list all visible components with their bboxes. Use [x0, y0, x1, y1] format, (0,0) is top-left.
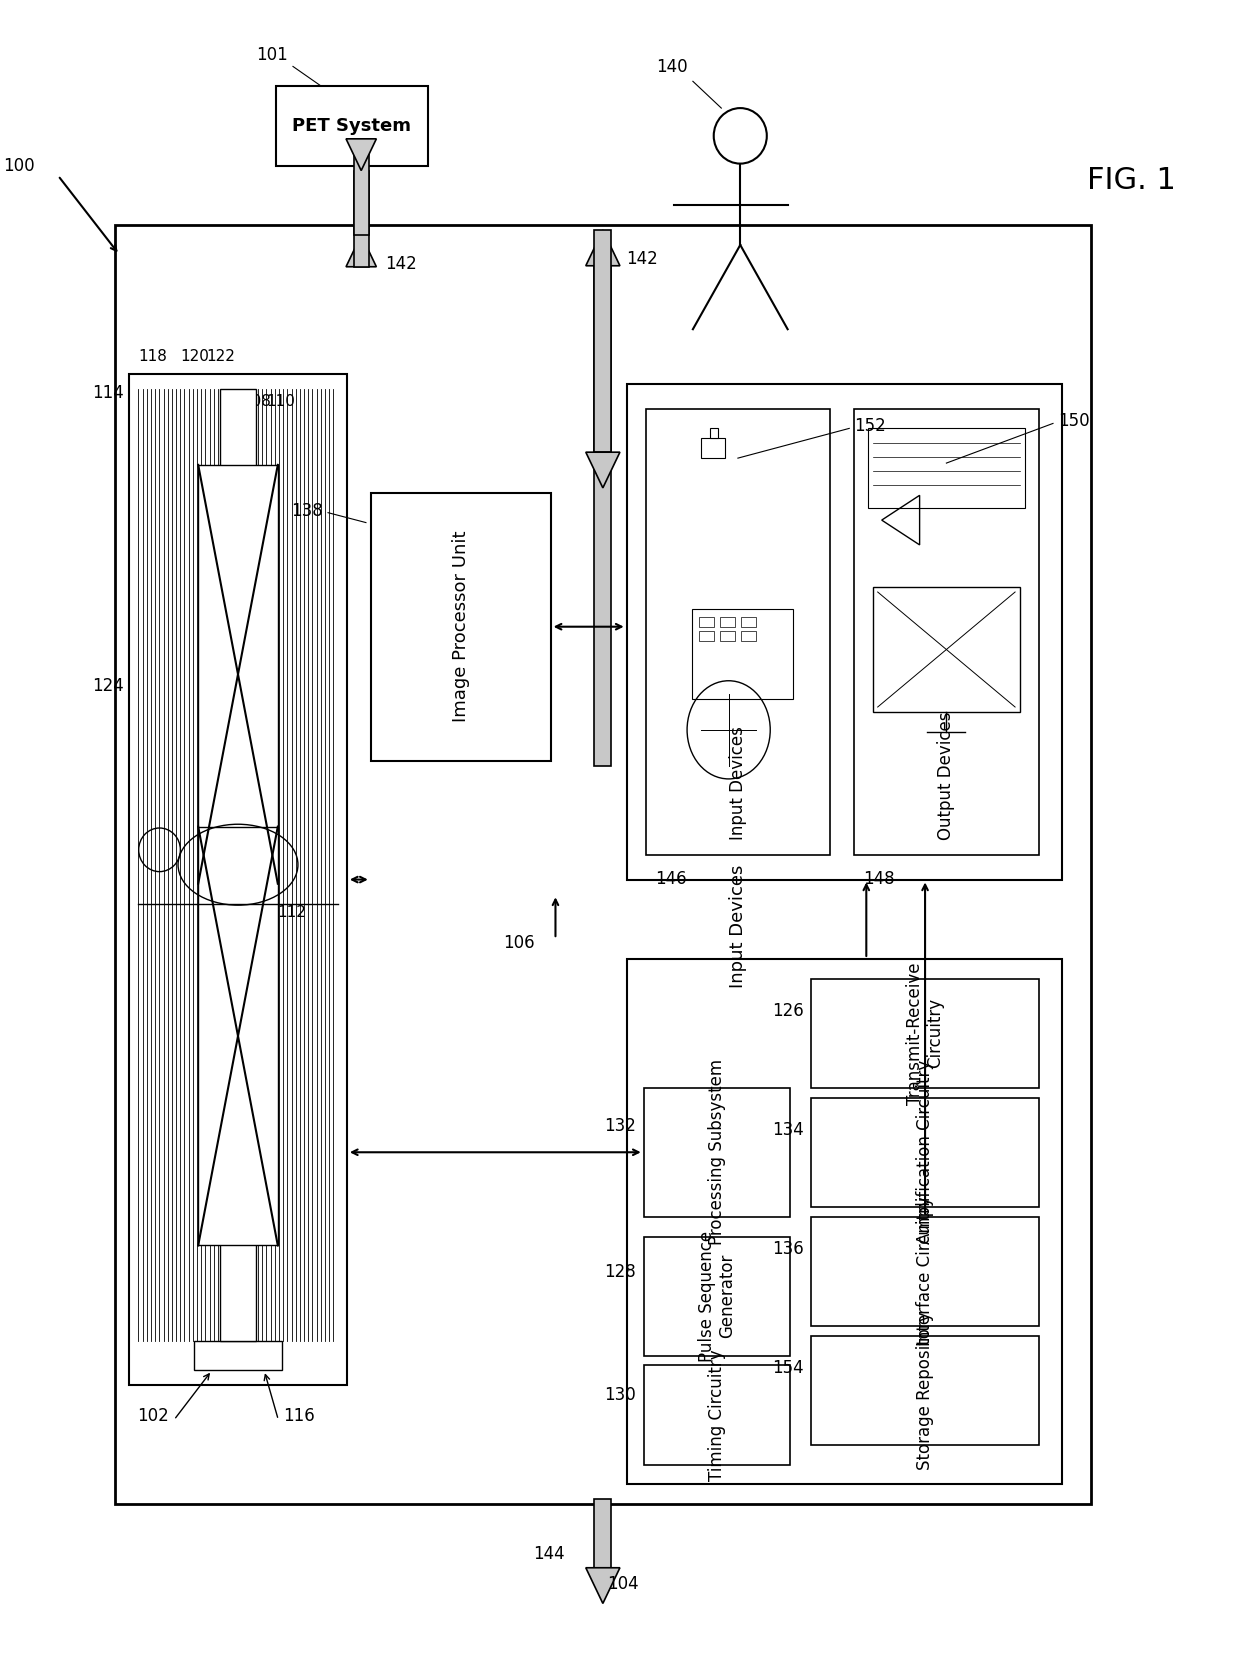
Text: 100: 100: [2, 157, 35, 174]
Text: 106: 106: [503, 935, 534, 953]
Bar: [644, 1087, 790, 1216]
Bar: [644, 1236, 790, 1355]
Bar: [699, 618, 714, 628]
Polygon shape: [585, 230, 620, 265]
Bar: [742, 631, 756, 641]
Bar: [129, 374, 347, 1385]
Text: Timing Circuitry: Timing Circuitry: [708, 1349, 727, 1481]
Text: 136: 136: [773, 1241, 804, 1258]
Bar: [594, 230, 611, 452]
Text: 142: 142: [626, 250, 658, 268]
Polygon shape: [585, 452, 620, 487]
Text: 114: 114: [93, 384, 124, 401]
Text: 124: 124: [93, 678, 124, 696]
Text: Interface Circuitry: Interface Circuitry: [916, 1196, 934, 1345]
Text: Output Devices: Output Devices: [937, 711, 955, 840]
Bar: [711, 429, 718, 439]
Text: 134: 134: [773, 1122, 804, 1140]
Text: 154: 154: [773, 1359, 804, 1377]
Text: 126: 126: [773, 1002, 804, 1021]
Bar: [868, 429, 1024, 507]
Bar: [594, 265, 611, 766]
Text: 144: 144: [533, 1544, 565, 1563]
Text: 138: 138: [291, 502, 324, 520]
Bar: [594, 1500, 611, 1568]
Text: 130: 130: [604, 1387, 636, 1403]
Bar: [720, 631, 735, 641]
Bar: [626, 384, 1063, 880]
Bar: [198, 466, 278, 883]
Text: Image Processor Unit: Image Processor Unit: [451, 530, 470, 722]
Bar: [811, 1216, 1039, 1326]
Bar: [195, 1341, 281, 1370]
Text: 150: 150: [1058, 413, 1090, 431]
Bar: [811, 1336, 1039, 1445]
Bar: [198, 827, 278, 1246]
Text: 101: 101: [257, 46, 288, 65]
Bar: [277, 86, 428, 166]
Bar: [626, 959, 1063, 1485]
Text: Transmit-Receive
Circuitry: Transmit-Receive Circuitry: [905, 963, 945, 1105]
Bar: [720, 618, 735, 628]
Text: 128: 128: [604, 1263, 636, 1281]
Bar: [644, 1365, 790, 1465]
Text: Amplification Circuitry: Amplification Circuitry: [916, 1060, 934, 1244]
Text: 112: 112: [278, 905, 306, 920]
Text: Storage Repository: Storage Repository: [916, 1311, 934, 1470]
Bar: [353, 171, 368, 267]
Text: 122: 122: [206, 350, 236, 365]
Text: 146: 146: [655, 870, 687, 888]
Text: 152: 152: [854, 418, 885, 436]
Text: Processing Subsystem: Processing Subsystem: [708, 1059, 727, 1246]
Text: 116: 116: [283, 1407, 315, 1425]
Text: FIG. 1: FIG. 1: [1087, 166, 1177, 194]
Text: 104: 104: [608, 1574, 639, 1592]
Text: 120: 120: [180, 350, 208, 365]
Polygon shape: [346, 139, 377, 171]
Bar: [692, 610, 794, 699]
Bar: [353, 139, 368, 235]
Bar: [219, 389, 255, 1341]
Text: Input Devices: Input Devices: [729, 865, 746, 988]
Text: Input Devices: Input Devices: [729, 726, 746, 840]
Text: 142: 142: [384, 255, 417, 273]
Text: 102: 102: [138, 1407, 169, 1425]
Bar: [646, 409, 831, 855]
Text: 148: 148: [863, 870, 895, 888]
Text: PET System: PET System: [293, 118, 412, 134]
Text: 118: 118: [139, 350, 167, 365]
Bar: [854, 409, 1039, 855]
Polygon shape: [346, 235, 377, 267]
Text: Pulse Sequence
Generator: Pulse Sequence Generator: [698, 1231, 737, 1362]
Polygon shape: [585, 1568, 620, 1604]
Bar: [873, 587, 1019, 713]
Bar: [701, 439, 724, 457]
Text: 132: 132: [604, 1117, 636, 1135]
Bar: [811, 979, 1039, 1087]
Text: 140: 140: [656, 58, 688, 76]
Bar: [699, 631, 714, 641]
Bar: [371, 492, 551, 761]
Text: 108: 108: [242, 394, 272, 409]
Bar: [115, 225, 1091, 1505]
Text: 110: 110: [267, 394, 295, 409]
Bar: [742, 618, 756, 628]
Bar: [811, 1097, 1039, 1206]
